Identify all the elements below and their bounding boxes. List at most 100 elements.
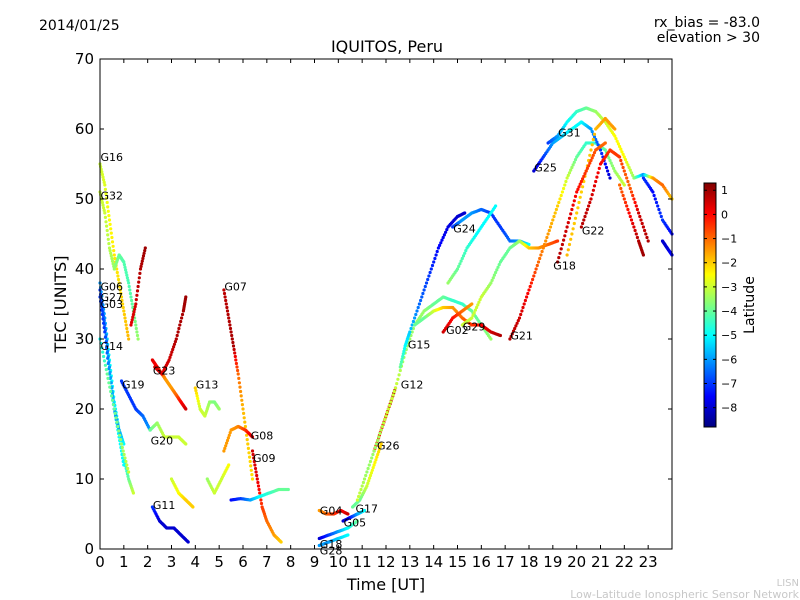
- data-point: [556, 260, 560, 264]
- data-point: [104, 192, 108, 196]
- data-point: [625, 204, 629, 208]
- data-point: [197, 404, 202, 408]
- data-point: [588, 153, 592, 157]
- data-point: [142, 251, 146, 255]
- data-point: [393, 386, 398, 390]
- data-point: [346, 512, 350, 516]
- data-point: [520, 309, 524, 313]
- series-g21: [508, 141, 626, 341]
- data-point: [143, 246, 147, 250]
- data-point: [102, 208, 106, 212]
- data-point: [569, 237, 573, 241]
- data-point: [639, 218, 643, 222]
- data-point: [119, 291, 123, 296]
- data-point: [138, 267, 143, 271]
- data-point: [619, 147, 623, 151]
- data-point: [606, 169, 610, 173]
- data-point: [107, 367, 111, 371]
- data-point: [658, 211, 662, 215]
- x-tick-label: 19: [543, 553, 562, 571]
- data-point: [133, 319, 137, 324]
- data-point: [590, 193, 594, 197]
- data-point: [560, 190, 565, 194]
- data-point: [573, 216, 578, 220]
- data-point: [478, 298, 482, 302]
- data-point: [357, 494, 361, 499]
- data-point: [621, 165, 625, 170]
- data-point: [101, 350, 105, 354]
- data-point: [122, 263, 126, 267]
- satellite-label: G19: [122, 379, 145, 392]
- data-point: [134, 323, 138, 327]
- data-point: [117, 429, 121, 433]
- data-point: [565, 176, 569, 180]
- data-point: [464, 249, 468, 253]
- data-point: [610, 164, 615, 168]
- data-point: [134, 298, 138, 302]
- data-point: [380, 424, 384, 429]
- colorbar-ticks: 1 0 −1 −2 −3 −4 −5 −6 −7 −8: [704, 184, 737, 415]
- data-point: [123, 316, 127, 320]
- data-point: [573, 194, 578, 198]
- data-point: [627, 165, 631, 170]
- data-point: [376, 452, 380, 457]
- data-point: [566, 221, 570, 225]
- data-point: [459, 259, 463, 263]
- data-point: [115, 420, 119, 424]
- data-point: [375, 455, 379, 459]
- data-point: [110, 398, 115, 402]
- data-point: [125, 273, 129, 277]
- data-point: [242, 411, 246, 415]
- data-point: [463, 211, 467, 215]
- data-point: [415, 309, 419, 313]
- data-point: [364, 473, 368, 478]
- data-point: [124, 323, 128, 327]
- data-point: [509, 334, 513, 338]
- data-point: [110, 235, 114, 240]
- data-point: [426, 277, 430, 282]
- x-tick-label: 18: [519, 553, 538, 571]
- data-point: [106, 205, 110, 209]
- data-point: [571, 227, 575, 231]
- data-point: [378, 431, 382, 436]
- data-point: [126, 278, 130, 282]
- data-point: [382, 421, 386, 425]
- data-point: [633, 200, 637, 205]
- data-point: [176, 330, 180, 334]
- data-point: [122, 463, 126, 467]
- data-point: [494, 204, 498, 208]
- data-point: [224, 298, 228, 303]
- data-point: [527, 242, 531, 247]
- data-point: [111, 244, 115, 248]
- data-point: [217, 407, 221, 411]
- data-point: [118, 288, 122, 292]
- data-point: [592, 132, 597, 136]
- data-point: [136, 337, 140, 341]
- data-point: [396, 377, 400, 381]
- data-point: [131, 491, 135, 495]
- data-point: [492, 273, 496, 277]
- data-point: [101, 317, 105, 321]
- data-point: [653, 197, 657, 201]
- satellite-label: G23: [153, 365, 176, 378]
- data-point: [106, 233, 110, 237]
- data-point: [227, 463, 231, 467]
- data-point: [557, 200, 561, 205]
- data-point: [121, 305, 125, 310]
- data-point: [107, 242, 111, 246]
- data-point: [491, 276, 495, 280]
- data-point: [378, 445, 382, 449]
- data-point: [632, 197, 636, 201]
- data-point: [498, 333, 502, 338]
- data-point: [118, 284, 122, 289]
- data-point: [184, 407, 188, 411]
- data-point: [559, 247, 563, 251]
- series-g09: [250, 449, 283, 544]
- data-point: [127, 470, 131, 474]
- data-point: [374, 458, 378, 462]
- data-point: [191, 505, 195, 509]
- data-point: [651, 190, 655, 194]
- data-point: [550, 221, 554, 226]
- series-g29b: [446, 204, 498, 285]
- data-point: [526, 291, 530, 296]
